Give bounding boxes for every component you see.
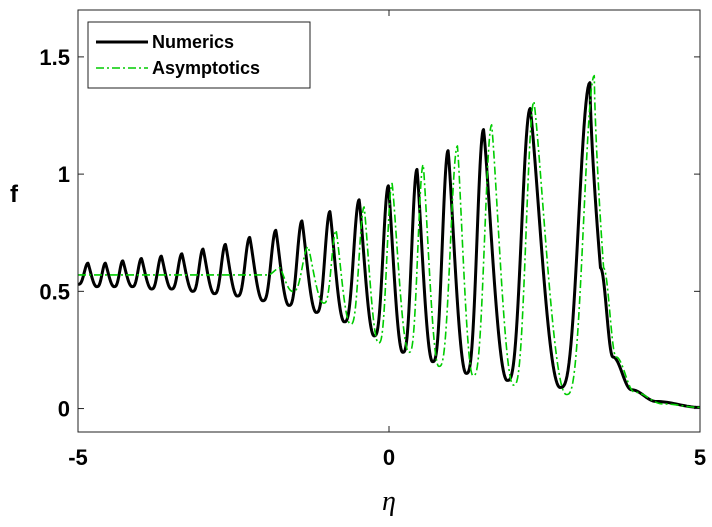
axes: -5 0 5 0 0.5 1 1.5 η f (10, 9, 706, 517)
legend: Numerics Asymptotics (87, 21, 311, 89)
x-tick-label: 5 (694, 445, 706, 470)
y-tick-label: 0 (58, 397, 70, 422)
series-line-numerics (78, 81, 700, 409)
x-tick-label: -5 (68, 445, 88, 470)
legend-label-numerics: Numerics (152, 32, 234, 52)
legend-label-asymptotics: Asymptotics (152, 58, 260, 78)
y-tick-label: 0.5 (39, 279, 70, 304)
x-tick-label: 0 (383, 445, 395, 470)
x-axis-label: η (382, 486, 396, 517)
plot-area (78, 74, 700, 409)
y-tick-label: 1.5 (39, 45, 70, 70)
y-tick-label: 1 (58, 162, 70, 187)
y-axis-label: f (10, 181, 19, 208)
series-line-asymptotics (78, 74, 700, 409)
legend-box (87, 21, 311, 89)
